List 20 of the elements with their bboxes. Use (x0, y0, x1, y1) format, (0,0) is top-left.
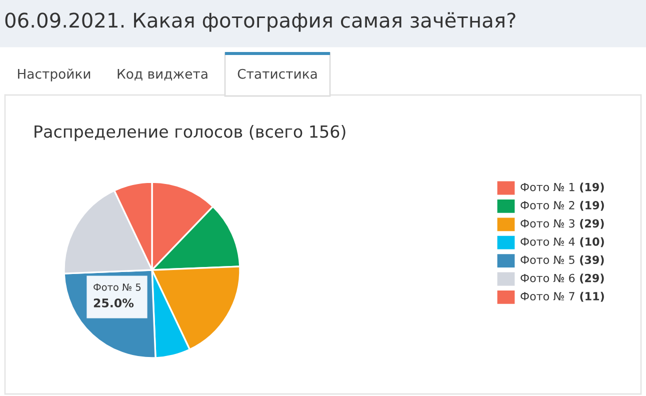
legend-label: Фото № 1 (520, 182, 574, 192)
text: Статистика (238, 68, 317, 79)
legend-label: Фото № 7 (520, 292, 574, 300)
text: Настройки (18, 68, 90, 82)
data-label: (11) (580, 292, 604, 302)
legend-label: Фото № 2 (520, 201, 574, 210)
data-label: (39) (580, 255, 604, 266)
text: Фото № 5 25.0% (94, 284, 141, 308)
data-label: (29) (580, 274, 604, 284)
legend-label: Фото № 5 (520, 256, 574, 264)
legend-label: Фото № 4 (520, 238, 575, 246)
data-label: (10) (580, 237, 604, 248)
legend-label: Фото № 6 (520, 274, 575, 282)
legend-label: Фото № 3 (520, 219, 574, 228)
data-label: (19) (580, 200, 604, 211)
chart-subtitle: Распределение голосов (всего 156) (34, 124, 346, 142)
text: Код виджета (118, 69, 208, 80)
data-label: (19) (580, 182, 604, 193)
chart-title: 06.09.2021. Какая фотография самая зачётная? (5, 12, 516, 32)
data-label: (29) (580, 219, 604, 229)
